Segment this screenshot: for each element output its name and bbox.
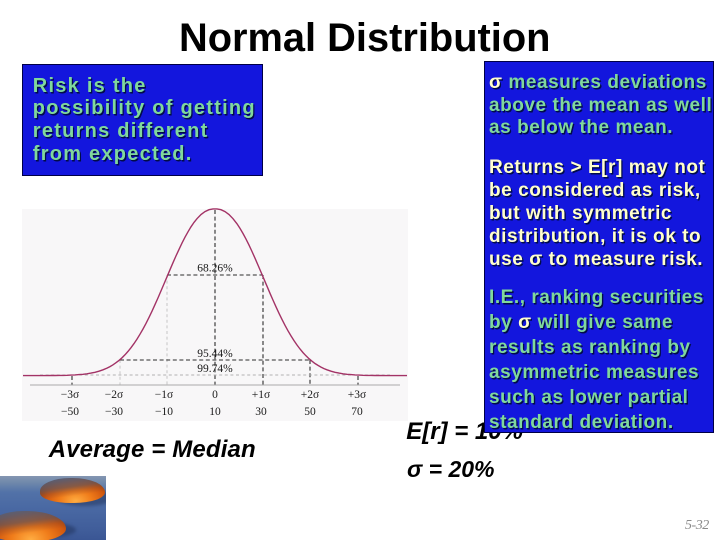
svg-text:−30: −30 [105, 406, 123, 418]
svg-text:0: 0 [212, 389, 218, 401]
svg-text:−3σ: −3σ [61, 389, 80, 401]
svg-text:99.74%: 99.74% [197, 363, 233, 375]
svg-text:+1σ: +1σ [252, 389, 271, 401]
svg-text:10: 10 [209, 406, 221, 418]
svg-text:50: 50 [304, 406, 316, 418]
svg-text:−50: −50 [61, 406, 79, 418]
svg-text:+3σ: +3σ [348, 389, 367, 401]
svg-text:68.26%: 68.26% [197, 263, 233, 275]
svg-text:−1σ: −1σ [155, 389, 174, 401]
svg-text:−2σ: −2σ [105, 389, 124, 401]
svg-text:+2σ: +2σ [301, 389, 320, 401]
svg-text:70: 70 [351, 406, 363, 418]
svg-text:30: 30 [255, 406, 267, 418]
svg-text:95.44%: 95.44% [197, 348, 233, 360]
svg-text:−10: −10 [155, 406, 173, 418]
